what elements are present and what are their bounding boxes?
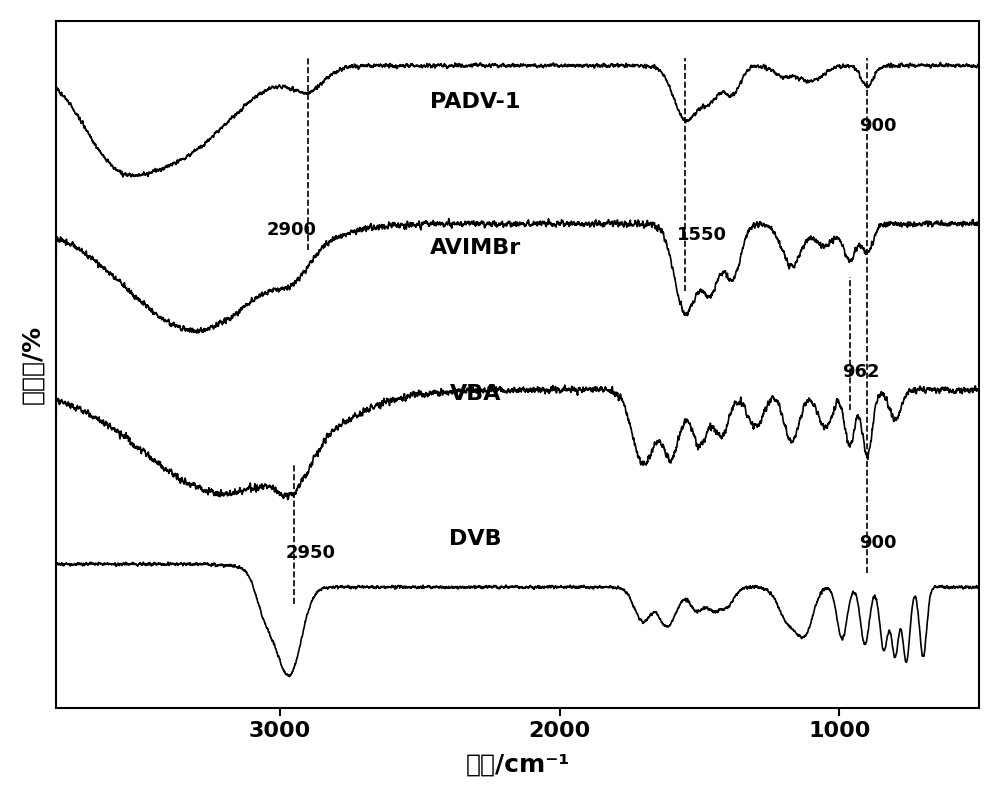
Text: 2950: 2950 [285,544,335,562]
Text: 2900: 2900 [266,222,316,239]
Text: 1550: 1550 [677,226,727,244]
X-axis label: 波数/cm⁻¹: 波数/cm⁻¹ [465,752,570,776]
Text: PADV-1: PADV-1 [430,92,521,112]
Y-axis label: 透过率/%: 透过率/% [21,325,45,404]
Text: 900: 900 [859,117,896,135]
Text: VBA: VBA [450,383,501,404]
Text: 962: 962 [842,363,880,381]
Text: AVIMBr: AVIMBr [430,238,521,258]
Text: DVB: DVB [449,529,502,549]
Text: 900: 900 [859,534,896,552]
